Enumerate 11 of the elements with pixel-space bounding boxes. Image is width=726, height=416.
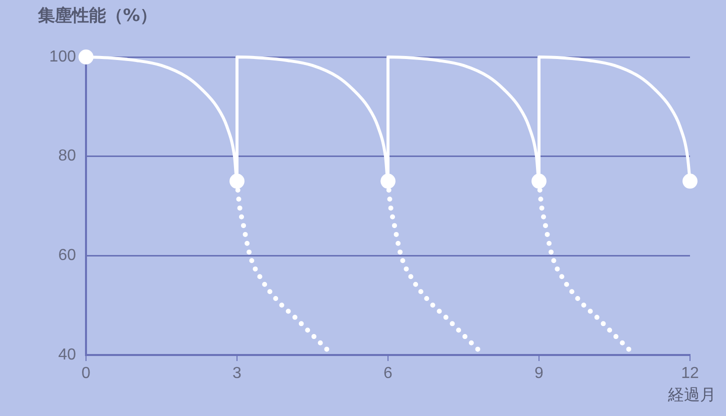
x-tick-label: 6 [384, 365, 393, 382]
x-tick-label: 9 [534, 365, 544, 382]
y-tick-label: 60 [58, 247, 76, 264]
y-axis-title: 集塵性能（%） [38, 5, 158, 27]
y-tick-label: 80 [58, 148, 76, 165]
y-tick-label: 100 [49, 48, 76, 66]
y-tick-label: 40 [58, 346, 76, 364]
x-tick-label: 12 [681, 365, 699, 382]
x-tick-label: 3 [232, 365, 242, 382]
x-tick-label: 0 [82, 365, 91, 382]
x-axis-title: 経過月 [668, 385, 716, 406]
